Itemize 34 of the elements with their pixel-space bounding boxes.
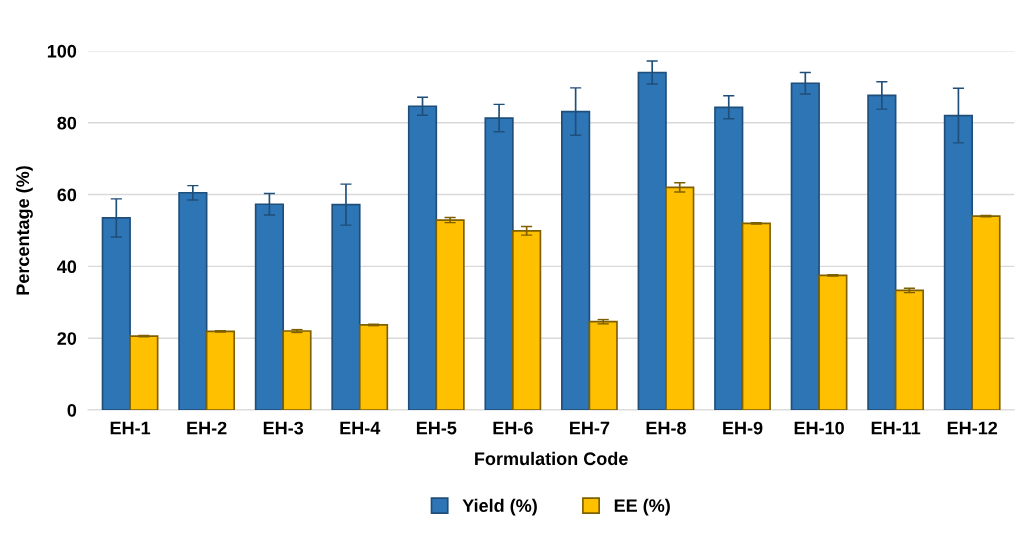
bar: [818, 274, 848, 411]
y-tick-label: 0: [67, 403, 77, 417]
bar: [741, 222, 771, 411]
x-tick-label: EH-7: [570, 421, 610, 435]
y-axis-title: Percentage (%): [15, 166, 33, 295]
bar: [588, 320, 618, 411]
legend-label: EE (%): [614, 498, 670, 516]
x-tick-label: EH-5: [416, 421, 457, 435]
bar: [665, 186, 695, 411]
y-tick-label: 80: [57, 116, 77, 130]
x-tick-label: EH-12: [947, 421, 998, 435]
bar: [205, 330, 236, 411]
x-tick-label: EH-3: [263, 421, 304, 435]
y-tick-label: 20: [57, 332, 77, 345]
bar: [435, 219, 465, 411]
legend-label: Yield (%): [462, 498, 537, 516]
x-tick-label: EH-9: [723, 421, 763, 435]
y-tick-label: 100: [47, 44, 77, 58]
x-tick-label: EH-11: [871, 421, 921, 435]
x-tick-label: EH-6: [493, 421, 533, 435]
bar: [129, 335, 159, 411]
bar: [358, 324, 389, 411]
x-tick-label: EH-4: [340, 421, 381, 435]
y-tick-label: 60: [57, 188, 77, 202]
x-tick-label: EH-10: [794, 421, 844, 435]
bar: [282, 330, 312, 411]
x-tick-label: EH-2: [187, 421, 227, 435]
bar: [971, 215, 1001, 411]
y-tick-label: 40: [57, 260, 77, 274]
x-tick-label: EH-8: [646, 421, 686, 435]
x-axis-title: Formulation Code: [475, 451, 628, 466]
x-tick-label: EH-1: [110, 421, 151, 435]
bar: [512, 230, 542, 411]
bar: [894, 289, 925, 411]
